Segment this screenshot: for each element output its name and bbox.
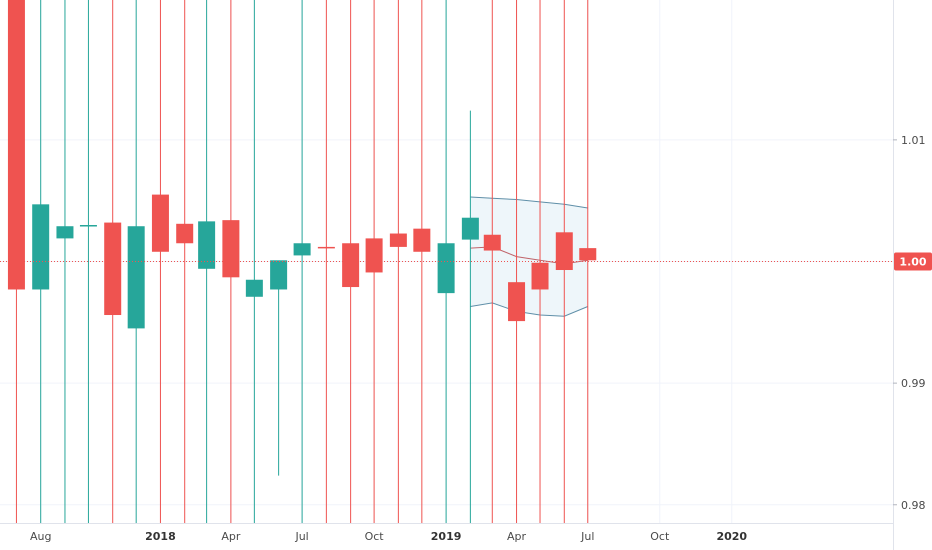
candle-body bbox=[56, 226, 74, 239]
current-price-tag bbox=[894, 252, 932, 271]
y-tick-label: 0.98 bbox=[901, 499, 926, 512]
x-tick-label: Oct bbox=[650, 530, 670, 543]
candle-body bbox=[79, 225, 97, 227]
x-tick-label: Aug bbox=[30, 530, 51, 543]
x-tick-label: 2020 bbox=[716, 530, 747, 543]
candle bbox=[198, 0, 216, 523]
candle bbox=[365, 0, 383, 523]
current-price-layer: 1.00 bbox=[0, 252, 932, 271]
candle bbox=[56, 0, 74, 523]
candle bbox=[32, 0, 50, 523]
candle-body bbox=[198, 221, 216, 269]
candle bbox=[245, 0, 263, 523]
candle bbox=[222, 0, 240, 523]
y-tick-label: 1.01 bbox=[901, 134, 926, 147]
candle-body bbox=[342, 243, 360, 288]
candle-body bbox=[7, 0, 25, 290]
candle-body bbox=[127, 226, 145, 329]
candle-body bbox=[151, 194, 169, 252]
candle-body bbox=[222, 220, 240, 278]
forecast-band-layer bbox=[470, 196, 588, 317]
candle-body bbox=[437, 243, 455, 294]
candle-body bbox=[176, 223, 194, 244]
candle-body bbox=[555, 232, 573, 271]
candle-body bbox=[245, 279, 263, 297]
candle bbox=[270, 260, 288, 476]
candle bbox=[151, 0, 169, 523]
candle-body bbox=[461, 217, 479, 240]
candle-body bbox=[579, 248, 597, 261]
candle bbox=[293, 0, 311, 523]
candle-body bbox=[365, 238, 383, 273]
x-tick-label: Jul bbox=[294, 530, 308, 543]
candle-body bbox=[413, 228, 431, 252]
candle bbox=[7, 0, 25, 523]
candle bbox=[579, 0, 597, 523]
y-tick-label: 0.99 bbox=[901, 377, 926, 390]
x-tick-label: 2019 bbox=[431, 530, 462, 543]
candle bbox=[104, 0, 122, 523]
candle-body bbox=[483, 234, 501, 251]
x-tick-label: Oct bbox=[365, 530, 385, 543]
candle bbox=[317, 0, 335, 523]
x-tick-label: Jul bbox=[580, 530, 594, 543]
candle bbox=[437, 0, 455, 523]
candle bbox=[461, 110, 479, 523]
candle-body bbox=[270, 260, 288, 290]
candle-body bbox=[531, 262, 549, 290]
candle bbox=[127, 0, 145, 523]
candle bbox=[413, 0, 431, 523]
x-tick-label: 2018 bbox=[145, 530, 176, 543]
candle bbox=[79, 0, 97, 523]
candle-body bbox=[104, 222, 122, 316]
candle bbox=[342, 0, 360, 523]
candle bbox=[389, 0, 407, 523]
x-tick-label: Apr bbox=[507, 530, 527, 543]
candle-body bbox=[317, 246, 335, 249]
forecast-band-lower bbox=[470, 302, 588, 317]
candles-layer bbox=[7, 0, 597, 523]
candle-body bbox=[293, 243, 311, 256]
candle-body bbox=[32, 204, 50, 290]
forecast-band-upper bbox=[470, 196, 588, 209]
candle-body bbox=[508, 282, 526, 322]
x-tick-label: Apr bbox=[221, 530, 241, 543]
candle-body bbox=[389, 233, 407, 247]
current-price-label: 1.00 bbox=[899, 256, 926, 269]
candle bbox=[176, 0, 194, 523]
forecast-band-area bbox=[470, 197, 588, 317]
